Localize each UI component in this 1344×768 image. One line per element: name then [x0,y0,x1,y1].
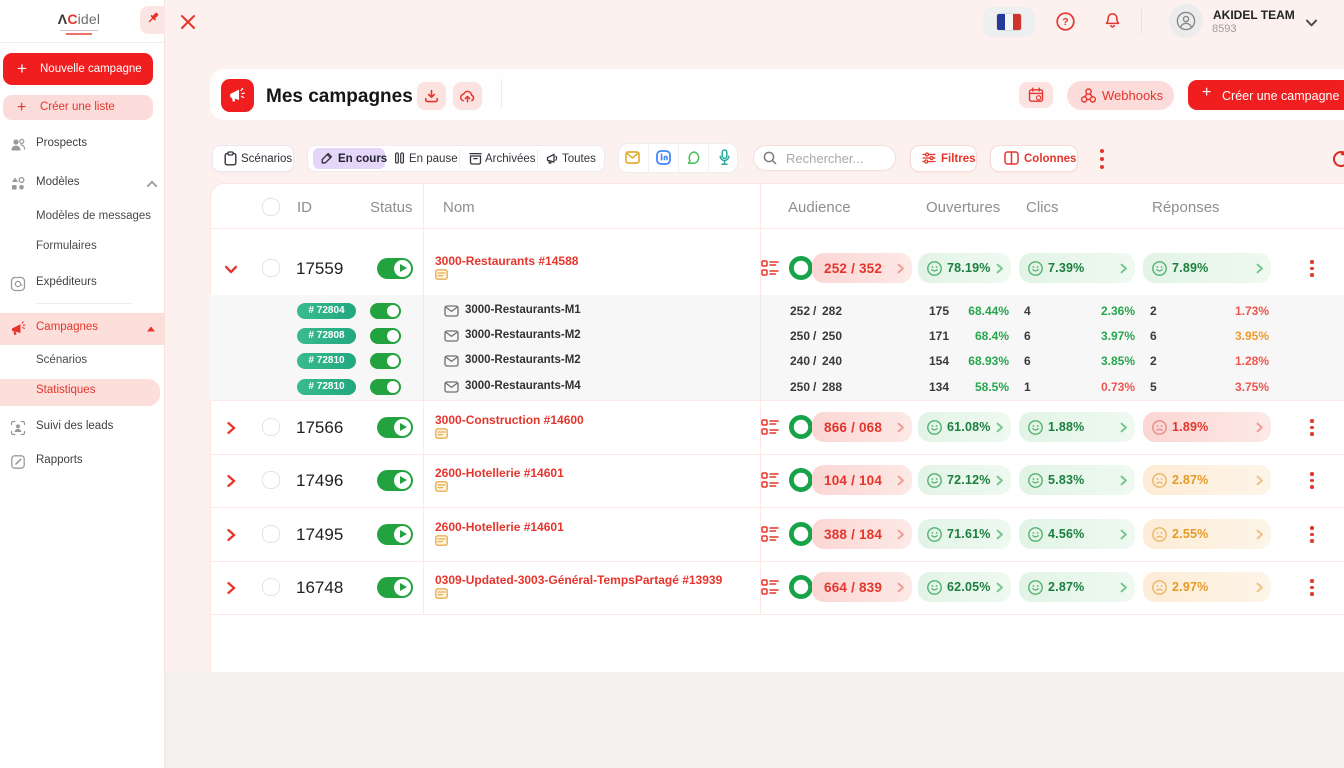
svg-text:?: ? [1062,16,1068,28]
